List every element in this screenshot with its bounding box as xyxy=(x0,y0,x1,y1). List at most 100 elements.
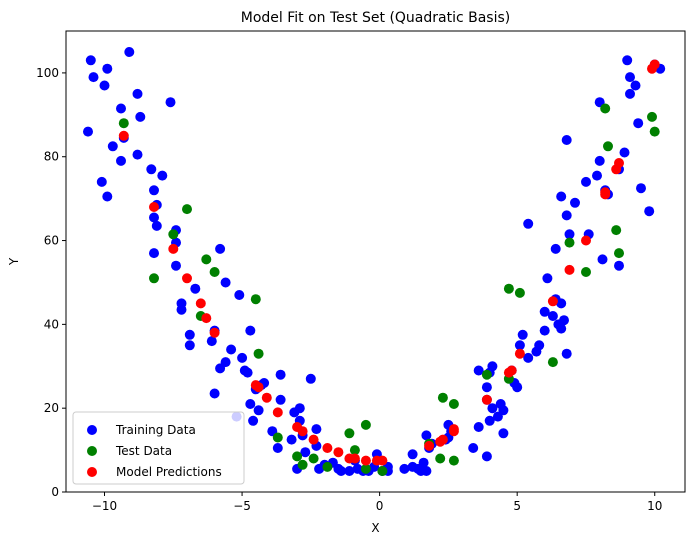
data-point xyxy=(487,403,498,414)
data-point xyxy=(473,365,484,376)
data-point xyxy=(481,394,492,405)
data-point xyxy=(481,451,492,462)
data-point xyxy=(209,267,220,277)
data-point xyxy=(468,443,479,453)
data-point xyxy=(242,367,253,378)
y-tick-label: 0 xyxy=(51,485,59,499)
data-point xyxy=(514,340,525,351)
data-point xyxy=(581,176,591,187)
data-point xyxy=(649,59,660,70)
data-point xyxy=(360,463,371,474)
data-point xyxy=(498,405,509,416)
data-point xyxy=(118,118,129,129)
data-point xyxy=(333,447,344,458)
data-point xyxy=(644,206,655,217)
data-point xyxy=(88,72,99,83)
data-point xyxy=(622,55,633,66)
data-point xyxy=(253,348,264,359)
data-point xyxy=(559,315,569,326)
data-point xyxy=(523,352,534,363)
data-point xyxy=(542,273,553,284)
data-point xyxy=(209,327,220,338)
data-point xyxy=(581,267,591,277)
y-tick-label: 60 xyxy=(44,234,59,248)
data-point xyxy=(253,405,264,416)
data-point xyxy=(190,283,201,294)
data-point xyxy=(272,407,283,418)
data-point xyxy=(184,329,195,340)
data-point xyxy=(132,149,143,160)
data-point xyxy=(201,254,212,265)
data-point xyxy=(647,111,657,122)
data-point xyxy=(146,164,157,175)
data-point xyxy=(503,283,514,294)
data-point xyxy=(220,277,231,288)
data-point xyxy=(237,352,248,363)
data-point xyxy=(116,155,126,166)
data-point xyxy=(297,459,308,470)
data-point xyxy=(619,147,630,158)
data-point xyxy=(308,434,319,445)
data-point xyxy=(118,130,129,141)
data-point xyxy=(421,430,432,441)
data-point xyxy=(614,158,624,168)
data-point xyxy=(245,325,256,336)
data-point xyxy=(151,220,162,231)
data-point xyxy=(308,453,319,464)
legend: Training Data Test Data Model Prediction… xyxy=(72,411,245,485)
data-point xyxy=(182,204,192,215)
data-point xyxy=(336,466,347,476)
legend-label-training: Training Data xyxy=(115,423,196,437)
data-point xyxy=(498,428,509,439)
data-point xyxy=(448,455,459,466)
data-point xyxy=(556,298,567,309)
data-point xyxy=(517,329,528,340)
data-point xyxy=(275,394,286,405)
data-point xyxy=(487,361,498,372)
data-point xyxy=(272,432,283,443)
data-point xyxy=(124,47,135,57)
x-tick-label: 10 xyxy=(647,499,662,513)
data-point xyxy=(581,235,591,246)
data-point xyxy=(184,340,195,351)
data-point xyxy=(149,202,159,212)
data-point xyxy=(418,457,429,468)
x-axis: −10 −5 0 5 10 xyxy=(92,492,662,513)
data-point xyxy=(407,449,418,460)
data-point xyxy=(168,243,179,254)
data-point xyxy=(149,212,159,223)
data-point xyxy=(107,141,118,152)
data-point xyxy=(512,382,523,393)
data-point xyxy=(182,273,192,284)
legend-marker-predictions xyxy=(87,467,97,477)
data-point xyxy=(550,243,561,254)
data-point xyxy=(561,135,572,145)
data-point xyxy=(206,336,217,347)
data-point xyxy=(344,466,355,476)
data-point xyxy=(209,388,220,399)
plot-area-frame xyxy=(65,30,686,493)
data-point xyxy=(561,210,572,221)
data-point xyxy=(171,260,181,271)
data-point xyxy=(149,273,159,284)
y-axis-label: Y xyxy=(7,257,21,266)
data-point xyxy=(448,399,459,409)
x-tick-label: 5 xyxy=(513,499,521,513)
data-point xyxy=(305,373,316,384)
legend-label-predictions: Model Predictions xyxy=(116,465,222,479)
data-point xyxy=(539,325,550,336)
data-point xyxy=(564,237,575,248)
data-point xyxy=(448,424,459,435)
data-point xyxy=(649,126,660,137)
y-tick-label: 20 xyxy=(44,401,59,415)
data-point xyxy=(424,440,435,451)
data-point xyxy=(286,434,297,445)
data-point xyxy=(215,243,226,254)
data-point xyxy=(96,176,107,187)
plot-points xyxy=(83,47,666,476)
y-tick-label: 80 xyxy=(44,150,59,164)
series-1 xyxy=(118,103,660,476)
data-point xyxy=(165,97,176,108)
data-point xyxy=(294,403,305,414)
legend-marker-training xyxy=(87,425,97,435)
